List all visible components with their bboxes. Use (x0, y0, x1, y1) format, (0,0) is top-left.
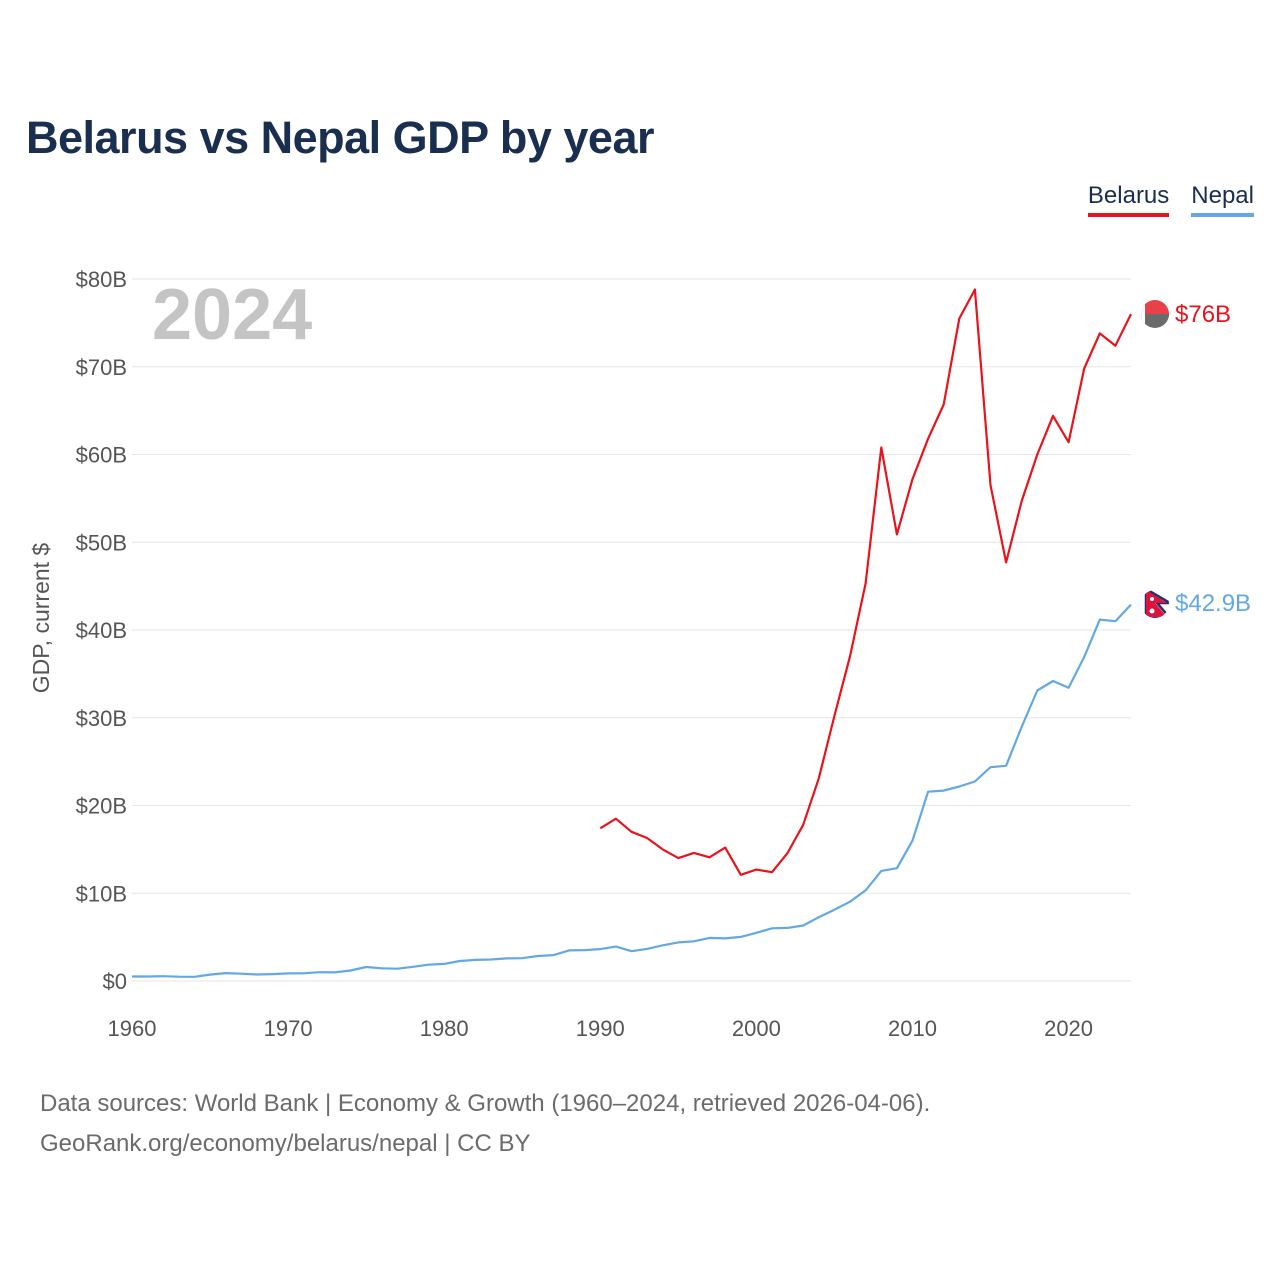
x-axis-ticks: 1960 1970 1980 1990 2000 2010 2020 (108, 1016, 1094, 1041)
series-line-nepal (132, 603, 1132, 978)
y-axis-ticks: $0 $10B $20B $30B $40B $50B $60B $70B $80B (76, 267, 127, 994)
end-value-label-belarus: $76B (1175, 301, 1231, 328)
series-line-belarus (599, 288, 1132, 876)
end-markers (1141, 300, 1169, 618)
grid-lines (132, 278, 1131, 982)
chart-title: Belarus vs Nepal GDP by year (26, 112, 655, 163)
x-tick-label: 1990 (576, 1016, 625, 1041)
y-tick-label: $50B (76, 530, 127, 555)
x-tick-label: 2000 (732, 1016, 781, 1041)
data-source-note: Data sources: World Bank | Economy & Gro… (40, 1090, 931, 1117)
nepal-flag-icon (1141, 590, 1169, 618)
y-tick-label: $80B (76, 267, 127, 292)
legend: Belarus Nepal (1087, 182, 1254, 217)
year-label: 2024 (152, 275, 312, 355)
x-tick-label: 1970 (264, 1016, 313, 1041)
x-tick-label: 2010 (888, 1016, 937, 1041)
attribution-link[interactable]: GeoRank.org/economy/belarus/nepal | CC B… (40, 1130, 531, 1157)
legend-item-belarus[interactable]: Belarus (1087, 182, 1170, 217)
y-tick-label: $30B (76, 706, 127, 731)
y-tick-label: $60B (76, 443, 127, 468)
line-chart: $0$10B$20B$30B$40B$50B$60B$70B$80B 1960 1… (28, 267, 1251, 1041)
end-value-label-nepal: $42.9B (1175, 590, 1251, 617)
y-tick-label: $0 (103, 969, 127, 994)
x-tick-label: 1980 (420, 1016, 469, 1041)
legend-item-nepal[interactable]: Nepal (1191, 182, 1254, 217)
y-tick-label: $10B (76, 881, 127, 906)
y-axis-label: GDP, current $ (28, 543, 54, 694)
belarus-flag-icon (1141, 300, 1169, 328)
series-lines: $76B $42.9B (132, 288, 1251, 978)
y-tick-label: $40B (76, 618, 127, 643)
x-tick-label: 1960 (108, 1016, 157, 1041)
x-tick-label: 2020 (1044, 1016, 1093, 1041)
y-tick-label: $70B (76, 355, 127, 380)
y-tick-label: $20B (76, 794, 127, 819)
footer: Data sources: World Bank | Economy & Gro… (40, 1084, 930, 1164)
